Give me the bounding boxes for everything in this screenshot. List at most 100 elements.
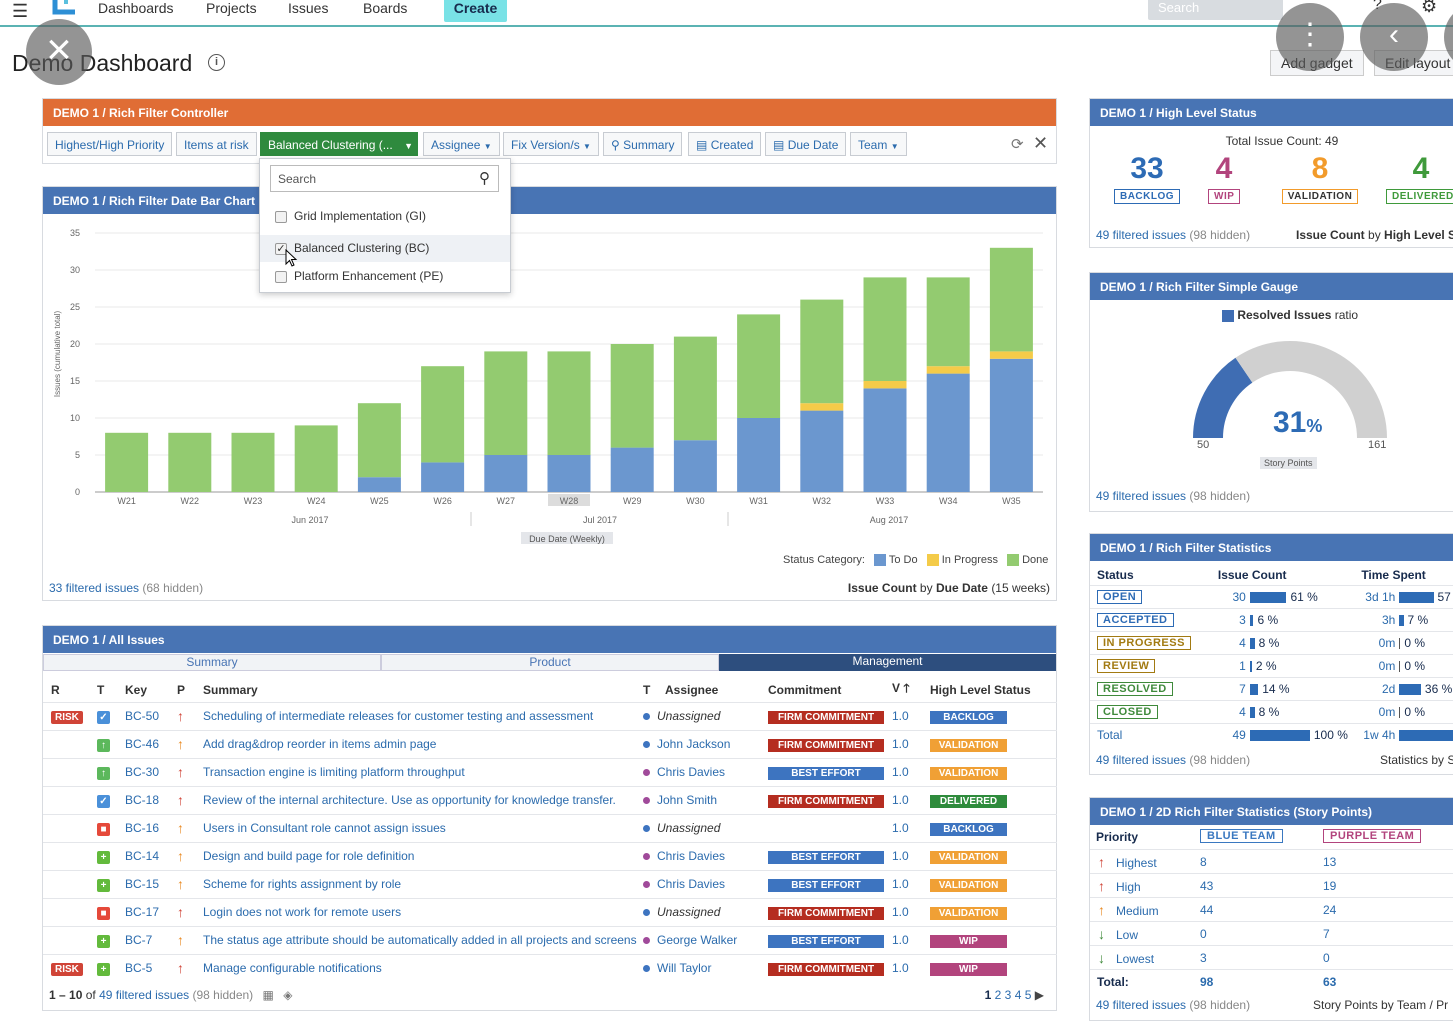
issue-summary-link[interactable]: Manage configurable notifications bbox=[203, 961, 382, 976]
table-row[interactable]: ↑ BC-46 ↑ Add drag&drop reorder in items ad… bbox=[43, 729, 1057, 758]
stats2d-row[interactable]: ↑ Medium 44 24 bbox=[1090, 897, 1453, 921]
partial-circle-button[interactable] bbox=[1444, 3, 1453, 71]
stats-row[interactable]: OPEN 30 61 % 3d 1h 57 % bbox=[1090, 584, 1453, 608]
filtered-issues-link[interactable]: 49 filtered issues (98 hidden) bbox=[1096, 753, 1250, 767]
summary-cell[interactable]: Scheduling of intermediate releases for … bbox=[195, 701, 643, 730]
assignee-cell[interactable]: Unassigned bbox=[657, 701, 760, 730]
chip-highest-high-priority[interactable]: Highest/High Priority bbox=[47, 132, 173, 156]
priority-label[interactable]: Medium bbox=[1116, 904, 1159, 918]
summary-cell[interactable]: Transaction engine is limiting platform … bbox=[195, 757, 643, 786]
clear-filters-icon[interactable]: ✕ bbox=[1033, 133, 1049, 153]
stats2d-row[interactable]: ↑ High 43 19 bbox=[1090, 873, 1453, 897]
back-icon[interactable]: ‹ bbox=[1360, 3, 1428, 71]
blue-team-value[interactable]: 3 bbox=[1200, 951, 1207, 965]
filtered-issues-link[interactable]: 49 filtered issues (98 hidden) bbox=[1096, 489, 1250, 503]
col-team[interactable]: T bbox=[643, 682, 651, 697]
version-cell[interactable]: 1.0 bbox=[888, 813, 922, 842]
filtered-issues-link[interactable]: 49 filtered issues (98 hidden) bbox=[1096, 228, 1250, 242]
col-summary[interactable]: Summary bbox=[203, 682, 258, 697]
page-1[interactable]: 1 bbox=[984, 988, 992, 1002]
checkbox[interactable] bbox=[275, 211, 287, 223]
issue-summary-link[interactable]: Add drag&drop reorder in items admin pag… bbox=[203, 737, 437, 751]
issue-key-link[interactable]: BC-5 bbox=[125, 961, 153, 976]
issue-summary-link[interactable]: Scheduling of intermediate releases for … bbox=[203, 709, 594, 723]
checkbox-checked[interactable]: ✓ bbox=[275, 243, 287, 255]
chip-fix-version[interactable]: Fix Version/s ▼ bbox=[503, 132, 599, 156]
checkbox[interactable] bbox=[275, 271, 287, 283]
version-cell[interactable]: 1.0 bbox=[888, 757, 922, 786]
assignee-cell[interactable]: Chris Davies bbox=[657, 869, 760, 898]
count-value[interactable]: 1 bbox=[1239, 658, 1246, 673]
issue-summary-link[interactable]: Scheme for rights assignment by role bbox=[203, 877, 402, 891]
table-row[interactable]: + BC-15 ↑ Scheme for rights assignment by r… bbox=[43, 869, 1057, 898]
count-value[interactable]: 30 bbox=[1232, 589, 1246, 604]
table-view-icon[interactable]: ▦ bbox=[262, 988, 274, 1002]
issue-key-link[interactable]: BC-50 bbox=[125, 709, 160, 723]
refresh-icon[interactable]: ⟳ bbox=[1011, 136, 1024, 153]
count-value[interactable]: 7 bbox=[1239, 681, 1246, 696]
table-row[interactable]: RISK ✓ BC-50 ↑ Scheduling of intermediate re… bbox=[43, 701, 1057, 730]
key-cell[interactable]: BC-5 bbox=[117, 953, 169, 982]
version-cell[interactable]: 1.0 bbox=[888, 869, 922, 898]
version-cell[interactable]: 1.0 bbox=[888, 701, 922, 730]
nav-issues[interactable]: Issues bbox=[288, 0, 329, 16]
table-row[interactable]: + BC-14 ↑ Design and build page for role de… bbox=[43, 841, 1057, 870]
stats2d-row[interactable]: ↑ Highest 8 13 bbox=[1090, 849, 1453, 873]
assignee-cell[interactable]: John Smith bbox=[657, 785, 760, 814]
col-key[interactable]: Key bbox=[125, 682, 148, 697]
assignee-cell[interactable]: Chris Davies bbox=[657, 841, 760, 870]
chip-created[interactable]: ▤ Created bbox=[688, 132, 762, 156]
stats-row[interactable]: IN PROGRESS 4 8 % 0m 0 % bbox=[1090, 630, 1453, 654]
issue-key-link[interactable]: BC-16 bbox=[125, 821, 160, 835]
page-4[interactable]: 4 bbox=[1014, 988, 1022, 1002]
blue-team-value[interactable]: 8 bbox=[1200, 855, 1207, 869]
blue-team-value[interactable]: 43 bbox=[1200, 879, 1214, 893]
issue-key-link[interactable]: BC-18 bbox=[125, 793, 160, 807]
key-cell[interactable]: BC-18 bbox=[117, 785, 169, 814]
priority-label[interactable]: Highest bbox=[1116, 856, 1157, 870]
eraser-icon[interactable]: ◈ bbox=[283, 988, 293, 1002]
menu-icon[interactable]: ☰ bbox=[12, 1, 29, 21]
assignee-cell[interactable]: Will Taylor bbox=[657, 953, 760, 982]
col-risk[interactable]: R bbox=[51, 682, 60, 697]
key-cell[interactable]: BC-14 bbox=[117, 841, 169, 870]
next-page-icon[interactable]: ▶ bbox=[1034, 988, 1044, 1002]
table-row[interactable]: ■ BC-16 ↑ Users in Consultant role cannot a… bbox=[43, 813, 1057, 842]
issue-key-link[interactable]: BC-7 bbox=[125, 933, 153, 947]
page-3[interactable]: 3 bbox=[1004, 988, 1012, 1002]
status-counter-wip[interactable]: 4 WIP bbox=[1208, 151, 1241, 204]
chip-balanced-clustering[interactable]: Balanced Clustering (... ▼ bbox=[260, 132, 418, 156]
dropdown-option-bc[interactable]: ✓ Balanced Clustering (BC) bbox=[260, 235, 510, 262]
key-cell[interactable]: BC-16 bbox=[117, 813, 169, 842]
col-commitment[interactable]: Commitment bbox=[768, 682, 842, 697]
chip-assignee[interactable]: Assignee ▼ bbox=[423, 132, 500, 156]
key-cell[interactable]: BC-7 bbox=[117, 925, 169, 954]
nav-projects[interactable]: Projects bbox=[206, 0, 257, 16]
table-row[interactable]: ↑ BC-30 ↑ Transaction engine is limiting pl… bbox=[43, 757, 1057, 786]
purple-team-value[interactable]: 0 bbox=[1323, 951, 1330, 965]
summary-cell[interactable]: Login does not work for remote users bbox=[195, 897, 643, 926]
assignee-cell[interactable]: Unassigned bbox=[657, 897, 760, 926]
issue-summary-link[interactable]: The status age attribute should be autom… bbox=[203, 933, 637, 947]
dropdown-option-gi[interactable]: Grid Implementation (GI) bbox=[260, 203, 510, 230]
col-assignee[interactable]: Assignee bbox=[665, 682, 719, 697]
filtered-issues-link[interactable]: 49 filtered issues (98 hidden) bbox=[1096, 998, 1250, 1012]
stats-row[interactable]: ACCEPTED 3 6 % 3h 7 % bbox=[1090, 607, 1453, 631]
version-cell[interactable]: 1.0 bbox=[888, 953, 922, 982]
key-cell[interactable]: BC-50 bbox=[117, 701, 169, 730]
chip-due-date[interactable]: ▤ Due Date bbox=[765, 132, 847, 156]
dropdown-search-input[interactable]: Search bbox=[270, 165, 499, 192]
close-icon[interactable]: × bbox=[26, 19, 92, 85]
purple-team-value[interactable]: 7 bbox=[1323, 927, 1330, 941]
assignee-cell[interactable]: Chris Davies bbox=[657, 757, 760, 786]
footer-link[interactable]: 49 filtered issues bbox=[99, 988, 190, 1002]
issue-summary-link[interactable]: Users in Consultant role cannot assign i… bbox=[203, 821, 446, 835]
gear-icon[interactable]: ⚙ bbox=[1421, 0, 1438, 16]
footer-link-text[interactable]: 49 filtered issues bbox=[1096, 753, 1187, 767]
version-cell[interactable]: 1.0 bbox=[888, 841, 922, 870]
key-cell[interactable]: BC-15 bbox=[117, 869, 169, 898]
filtered-issues-link[interactable]: 33 filtered issues (68 hidden) bbox=[49, 581, 203, 595]
table-row[interactable]: ■ BC-17 ↑ Login does not work for remote us… bbox=[43, 897, 1057, 926]
nav-boards[interactable]: Boards bbox=[363, 0, 408, 16]
assignee-cell[interactable]: George Walker bbox=[657, 925, 760, 954]
